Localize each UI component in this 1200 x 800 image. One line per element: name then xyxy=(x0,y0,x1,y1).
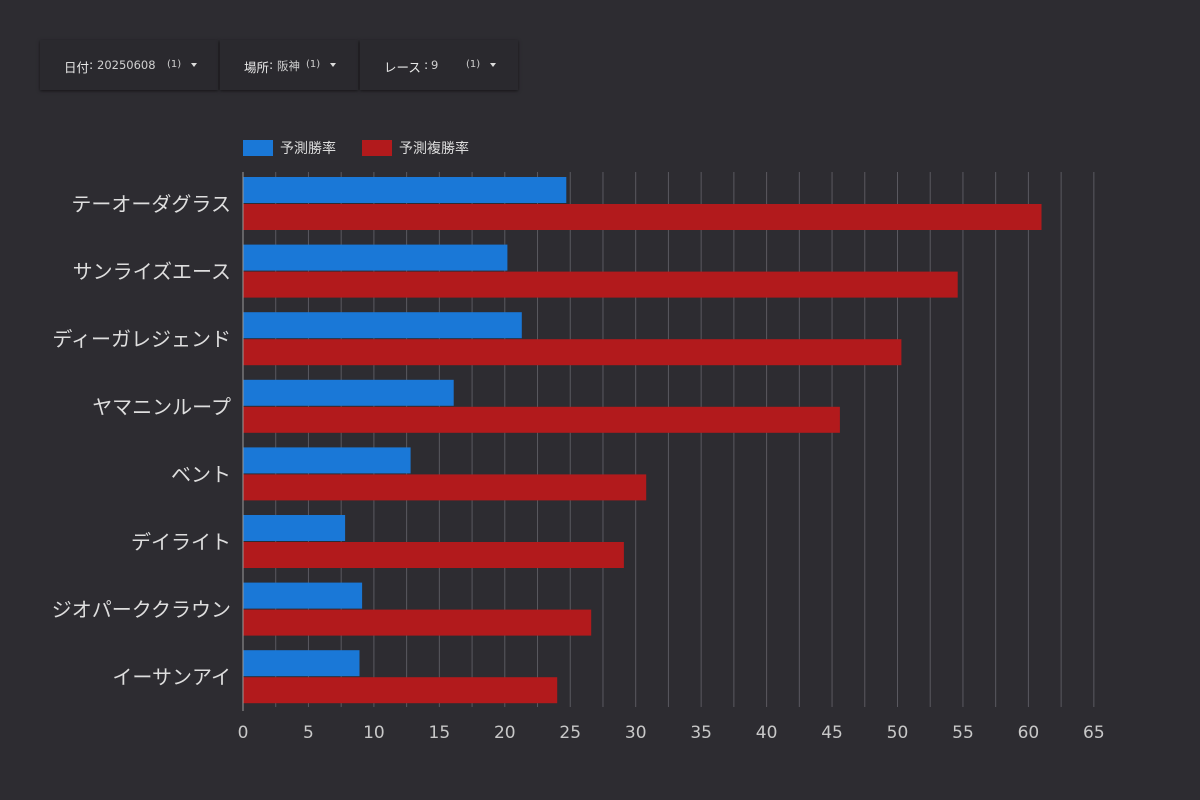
x-tick-label: 0 xyxy=(238,723,249,743)
bar-place-rate[interactable] xyxy=(243,271,958,298)
x-tick-label: 50 xyxy=(887,723,909,743)
chevron-down-icon[interactable] xyxy=(191,63,197,67)
bar-win-rate[interactable] xyxy=(243,177,567,203)
filter-venue-value: 阪神 xyxy=(277,59,300,73)
category-label: ベント xyxy=(171,462,231,486)
x-tick-labels: 0 5 10 15 20 25 30 35 40 45 50 55 60 65 xyxy=(238,723,1105,743)
legend-swatch xyxy=(243,140,273,156)
legend-swatch xyxy=(362,140,392,156)
filter-venue[interactable]: 場所 : 阪神 (1) xyxy=(220,40,358,90)
filter-race[interactable]: レース : 9 (1) xyxy=(360,40,518,90)
filter-race-count: (1) xyxy=(466,59,481,70)
filter-race-colon: : xyxy=(424,57,429,72)
bar-place-rate[interactable] xyxy=(243,339,902,366)
category-label: デイライト xyxy=(131,530,231,554)
bar-place-rate[interactable] xyxy=(243,542,624,568)
x-tick-label: 25 xyxy=(559,723,581,743)
filter-date-value: 20250608 xyxy=(97,58,156,72)
legend: 予測勝率 予測複勝率 xyxy=(243,140,469,157)
bar-win-rate[interactable] xyxy=(243,582,363,609)
filter-race-value: 9 xyxy=(431,58,439,72)
filter-date-count: (1) xyxy=(167,59,182,70)
filter-venue-colon: : xyxy=(269,57,274,72)
category-label: イーサンアイ xyxy=(112,665,231,689)
x-tick-label: 55 xyxy=(952,723,974,743)
category-label: ディーガレジェンド xyxy=(52,327,231,351)
bars xyxy=(243,177,1042,704)
bar-win-rate[interactable] xyxy=(243,650,360,677)
category-label: サンライズエース xyxy=(73,260,231,284)
x-tick-label: 15 xyxy=(429,723,451,743)
x-tick-label: 60 xyxy=(1018,723,1040,743)
category-labels: テーオーダグラスサンライズエースディーガレジェンドヤマニンループベントデイライト… xyxy=(52,192,231,689)
x-tick-label: 35 xyxy=(690,723,712,743)
bar-win-rate[interactable] xyxy=(243,447,411,474)
bar-win-rate[interactable] xyxy=(243,244,508,271)
bar-place-rate[interactable] xyxy=(243,204,1042,230)
x-tick-label: 30 xyxy=(625,723,647,743)
bar-place-rate[interactable] xyxy=(243,609,592,636)
filter-date[interactable]: 日付 : 20250608 (1) xyxy=(40,40,218,90)
x-tick-label: 40 xyxy=(756,723,778,743)
x-tick-label: 10 xyxy=(363,723,385,743)
legend-label: 予測複勝率 xyxy=(399,140,469,157)
bar-win-rate[interactable] xyxy=(243,515,346,541)
legend-label: 予測勝率 xyxy=(280,140,336,157)
bar-place-rate[interactable] xyxy=(243,677,558,704)
category-label: ヤマニンループ xyxy=(92,395,231,419)
bar-place-rate[interactable] xyxy=(243,474,647,501)
filter-date-colon: : xyxy=(89,57,94,72)
bar-win-rate[interactable] xyxy=(243,312,522,339)
x-tick-label: 5 xyxy=(303,723,314,743)
chevron-down-icon[interactable] xyxy=(490,63,496,67)
bar-place-rate[interactable] xyxy=(243,406,840,433)
filter-race-label: レース xyxy=(384,60,421,75)
x-tick-label: 65 xyxy=(1083,723,1105,743)
chevron-down-icon[interactable] xyxy=(330,63,336,67)
filter-bar: 日付 : 20250608 (1) 場所 : 阪神 (1) レース : 9 (1… xyxy=(40,40,518,90)
x-tick-label: 20 xyxy=(494,723,516,743)
x-tick-label: 45 xyxy=(821,723,843,743)
bar-win-rate[interactable] xyxy=(243,379,454,406)
category-label: テーオーダグラス xyxy=(71,192,231,216)
filter-venue-label: 場所 xyxy=(244,60,270,75)
filter-date-label: 日付 xyxy=(64,60,90,75)
category-label: ジオパーククラウン xyxy=(52,598,231,622)
filter-venue-count: (1) xyxy=(306,59,321,70)
